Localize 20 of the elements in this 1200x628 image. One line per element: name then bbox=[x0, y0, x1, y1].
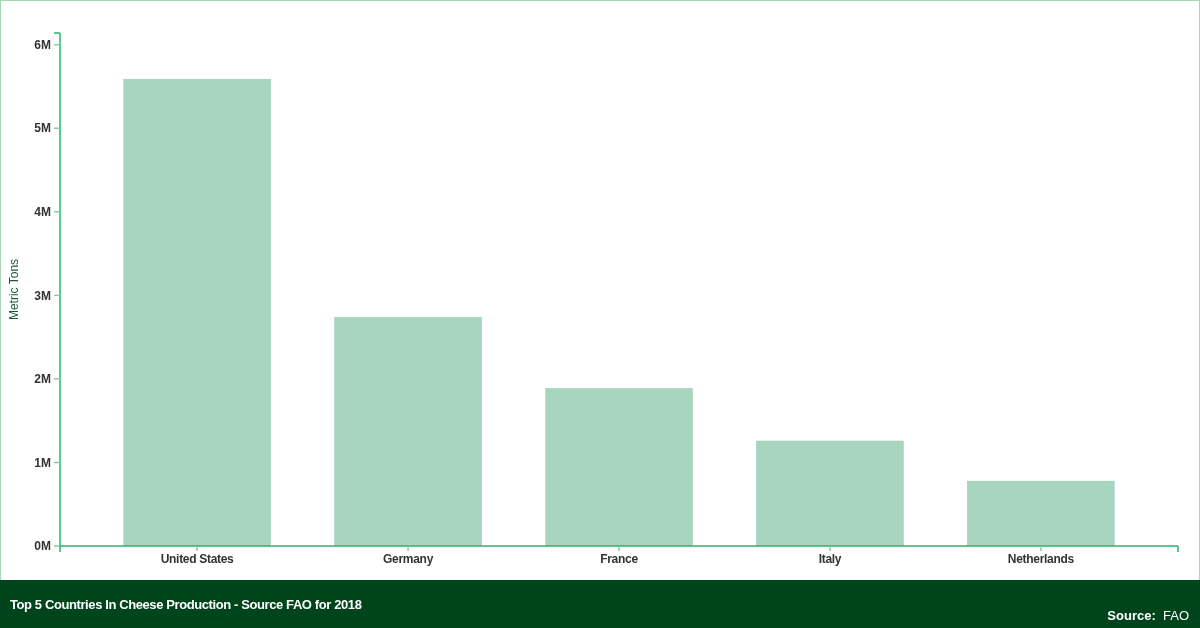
y-axis-title: Metric Tons bbox=[7, 258, 21, 321]
x-tick-label: Netherlands bbox=[1007, 552, 1075, 566]
x-tick-label: Germany bbox=[383, 552, 434, 566]
y-tick-label: 6M bbox=[34, 37, 51, 52]
y-tick-label: 0M bbox=[34, 539, 51, 554]
y-tick-label: 1M bbox=[34, 455, 51, 470]
text: Top 5 Countries In Cheese Production - Source FAO for 2018 bbox=[10, 597, 362, 612]
x-tick-label: Italy bbox=[818, 552, 842, 566]
y-tick-label: 3M bbox=[34, 288, 51, 303]
x-tick-label: United States bbox=[160, 552, 235, 566]
bar bbox=[545, 388, 693, 546]
source-note: Source: FAO bbox=[1107, 608, 1189, 623]
bar bbox=[123, 78, 271, 546]
x-tick-label: France bbox=[600, 552, 639, 566]
y-tick-label: 5M bbox=[34, 121, 51, 136]
bar bbox=[967, 480, 1115, 546]
y-tick-label: 2M bbox=[34, 372, 51, 387]
bar bbox=[334, 317, 482, 546]
y-tick-label: 4M bbox=[34, 205, 51, 219]
bar bbox=[756, 440, 904, 546]
